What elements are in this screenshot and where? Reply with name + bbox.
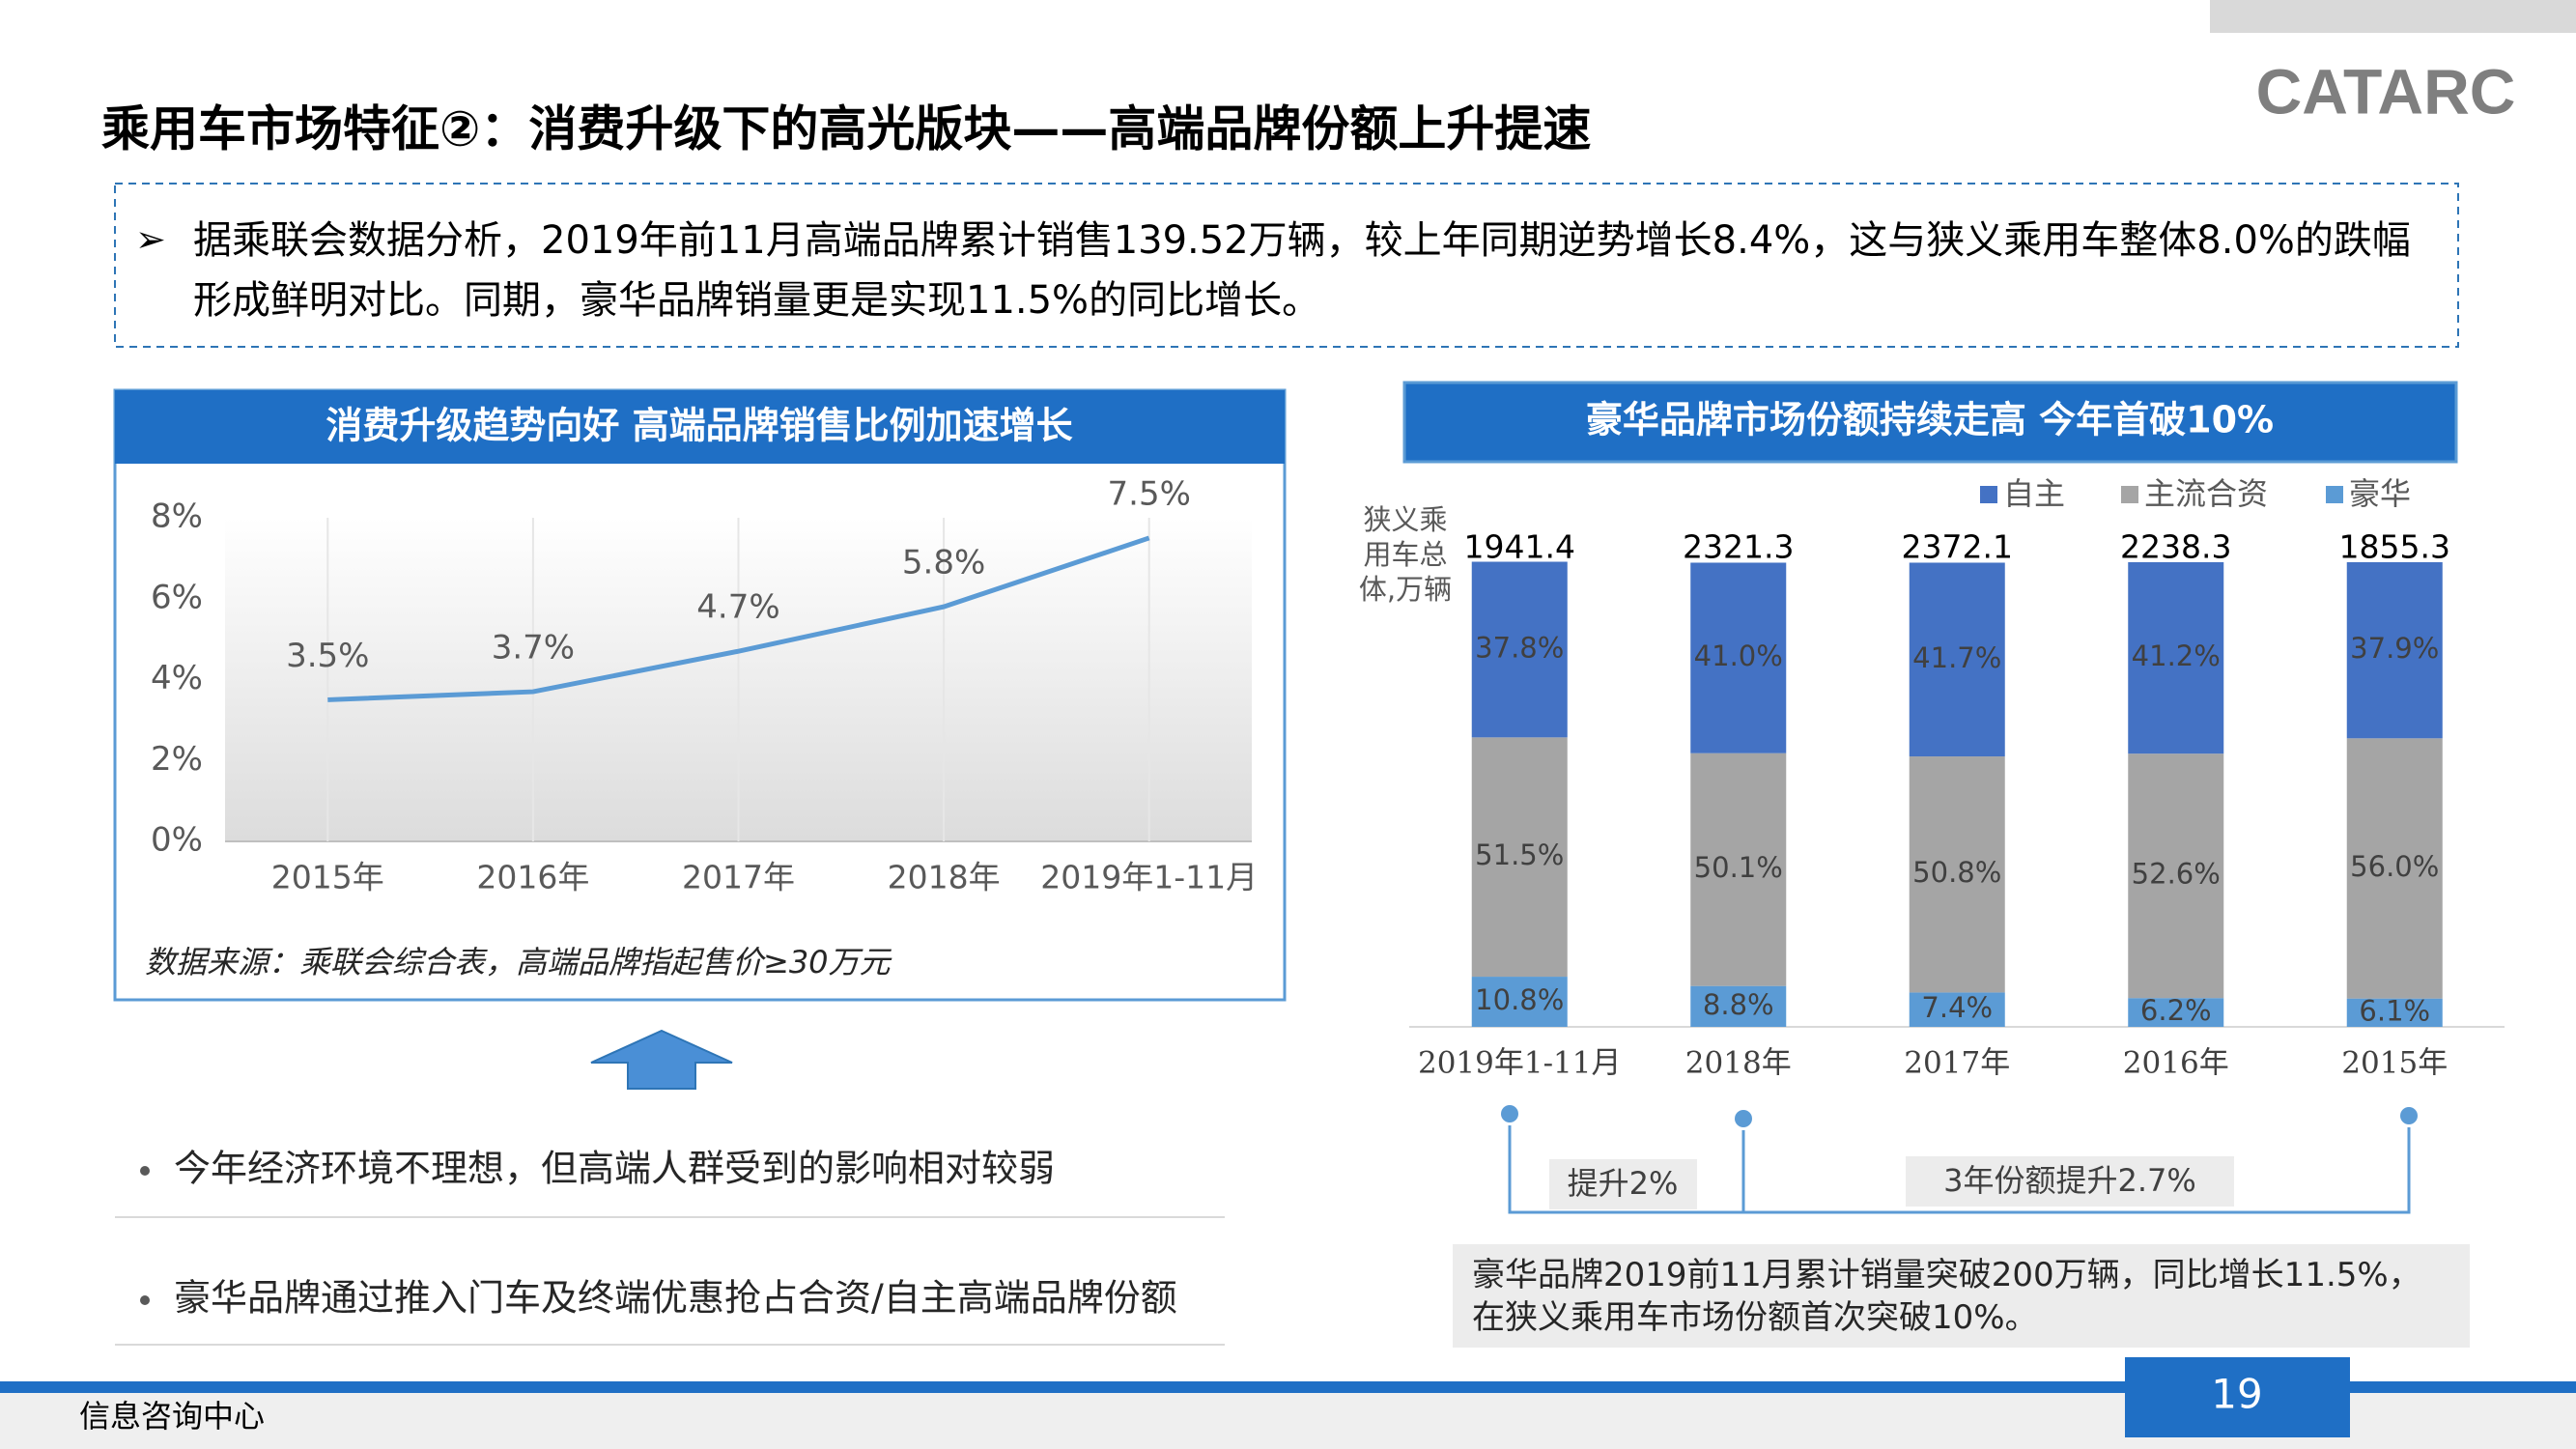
data-label: 37.8% <box>1475 631 1564 664</box>
bullet: 豪华品牌通过推入门车及终端优惠抢占合资/自主高端品牌份额 <box>174 1277 1177 1320</box>
data-label: 51.5% <box>1475 838 1564 871</box>
logo: CATARC <box>2256 55 2516 127</box>
note-box <box>1453 1244 2470 1348</box>
data-label: 7.5% <box>1108 474 1191 513</box>
note-text: 豪华品牌2019前11月累计销量突破200万辆，同比增长11.5%，在狭义乘用车… <box>1472 1256 2421 1337</box>
x-tick-label: 2016年 <box>2123 1046 2229 1081</box>
bar-segment <box>2346 562 2443 739</box>
total-label: 1941.4 <box>1464 528 1575 566</box>
data-label: 41.0% <box>1694 639 1783 672</box>
x-tick-label: 2018年 <box>1685 1046 1792 1081</box>
annotation: 提升2% <box>1568 1165 1679 1202</box>
bar-segment <box>2128 998 2224 1027</box>
bar-segment <box>1471 737 1568 978</box>
bar-segment <box>1909 562 2005 757</box>
x-tick-label: 2015年 <box>271 859 384 896</box>
total-label: 2238.3 <box>2120 528 2231 566</box>
data-label: 8.8% <box>1703 988 1774 1021</box>
data-label: 5.8% <box>902 544 985 582</box>
bullet-marker: ➢ <box>135 218 166 261</box>
x-tick-label: 2015年 <box>2341 1046 2448 1081</box>
line <box>327 535 1150 702</box>
bar-segment <box>1909 992 2005 1027</box>
legend-label: 主流合资 <box>2144 475 2268 512</box>
data-label: 7.4% <box>1921 991 1993 1024</box>
label-box <box>1549 1159 1697 1209</box>
data-label: 41.7% <box>1912 641 2001 674</box>
total-label: 1855.3 <box>2339 528 2450 566</box>
dot <box>1501 1105 1518 1122</box>
legend-swatch <box>2121 486 2138 503</box>
footer-org: 信息咨询中心 <box>79 1398 265 1435</box>
y-tick-label: 6% <box>151 578 203 616</box>
total-label: 2321.3 <box>1683 528 1794 566</box>
data-label: 52.6% <box>2132 858 2221 891</box>
x-tick-label: 2019年1-11月 <box>1418 1046 1622 1081</box>
y-tick-label: 0% <box>151 821 203 860</box>
y-tick-label: 2% <box>151 740 203 779</box>
data-label: 3.5% <box>286 637 369 675</box>
legend-swatch <box>2326 486 2343 503</box>
line-title-bar <box>115 390 1285 464</box>
bar-segment <box>2346 738 2443 999</box>
up-arrow <box>590 1029 733 1090</box>
page-title: 乘用车市场特征②：消费升级下的高光版块——高端品牌份额上升提速 <box>101 101 1591 157</box>
data-label: 50.1% <box>1694 851 1783 884</box>
data-label: 41.2% <box>2132 639 2221 672</box>
annotation: 3年份额提升2.7% <box>1943 1162 2196 1199</box>
bullet-dot <box>140 1295 150 1305</box>
data-label: 10.8% <box>1475 983 1564 1016</box>
x-tick-label: 2018年 <box>888 859 1001 896</box>
x-tick-label: 2016年 <box>476 859 589 896</box>
y-tick-label: 8% <box>151 497 203 536</box>
bar-segment <box>1471 977 1568 1027</box>
page-number: 19 <box>2211 1371 2262 1418</box>
total-label: 2372.1 <box>1902 528 2013 566</box>
data-label: 56.0% <box>2350 850 2439 883</box>
footer-line <box>0 1381 2576 1393</box>
legend-label: 自主 <box>2003 475 2065 512</box>
y-tick-label: 4% <box>151 659 203 697</box>
bar-segment <box>2128 562 2224 754</box>
summary-box <box>114 183 2459 348</box>
x-tick-label: 2019年1-11月 <box>1040 859 1258 896</box>
bar-segment <box>1690 985 1787 1027</box>
bar-segment <box>1690 562 1787 753</box>
line-title: 消费升级趋势向好 高端品牌销售比例加速增长 <box>326 405 1072 447</box>
bar-segment <box>1471 561 1568 738</box>
x-tick-label: 2017年 <box>682 859 795 896</box>
source: 数据来源：乘联会综合表，高端品牌指起售价≥30万元 <box>145 944 892 980</box>
data-label: 6.1% <box>2359 994 2430 1027</box>
dot <box>2400 1107 2418 1124</box>
bar-segment <box>2128 753 2224 999</box>
data-label: 50.8% <box>1912 856 2001 889</box>
bullet: 今年经济环境不理想，但高端人群受到的影响相对较弱 <box>174 1148 1055 1190</box>
data-label: 6.2% <box>2140 994 2212 1027</box>
data-label: 4.7% <box>696 588 779 627</box>
x-tick-label: 2017年 <box>1904 1046 2010 1081</box>
bar-title: 豪华品牌市场份额持续走高 今年首破10% <box>1586 399 2274 441</box>
data-label: 3.7% <box>492 629 575 668</box>
dot <box>1735 1110 1752 1127</box>
bracket <box>1508 1125 2411 1214</box>
bar-segment <box>1690 753 1787 986</box>
bar-segment <box>1909 756 2005 993</box>
bullet-dot <box>140 1166 150 1176</box>
totals-label: 狭义乘用车总体,万辆 <box>1358 503 1453 606</box>
top-bar <box>2210 0 2576 33</box>
bar-segment <box>2346 998 2443 1027</box>
label-box <box>1906 1156 2234 1207</box>
legend-swatch <box>1980 486 1997 503</box>
data-label: 37.9% <box>2350 632 2439 665</box>
legend-label: 豪华 <box>2349 475 2411 512</box>
page-number-box <box>2125 1357 2350 1437</box>
summary-text: 据乘联会数据分析，2019年前11月高端品牌累计销售139.52万辆，较上年同期… <box>193 218 2411 323</box>
bar-title-bar <box>1402 381 2458 464</box>
timeline: 提升2% 3年份额提升2.7% <box>1501 1105 2418 1214</box>
